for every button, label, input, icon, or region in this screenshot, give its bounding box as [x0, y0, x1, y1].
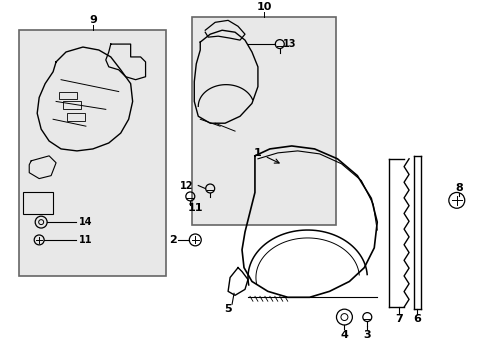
- Text: 4: 4: [340, 330, 347, 340]
- Bar: [63, 102, 81, 109]
- Bar: [59, 91, 77, 99]
- Text: 11: 11: [187, 203, 203, 213]
- Bar: [192, 17, 336, 225]
- Bar: [23, 193, 53, 214]
- Text: 8: 8: [454, 184, 462, 193]
- Text: 9: 9: [89, 15, 97, 25]
- Text: 1: 1: [254, 148, 279, 163]
- Text: 14: 14: [79, 217, 92, 227]
- Text: 3: 3: [363, 330, 370, 340]
- Bar: [67, 113, 85, 121]
- Bar: [19, 30, 166, 275]
- Text: 12: 12: [180, 180, 193, 190]
- Text: 13: 13: [282, 39, 296, 49]
- Text: 5: 5: [224, 304, 231, 314]
- Text: 6: 6: [412, 314, 420, 324]
- Text: 11: 11: [79, 235, 92, 245]
- Text: 7: 7: [394, 314, 402, 324]
- Text: 10: 10: [256, 3, 271, 13]
- Text: 2: 2: [168, 235, 176, 245]
